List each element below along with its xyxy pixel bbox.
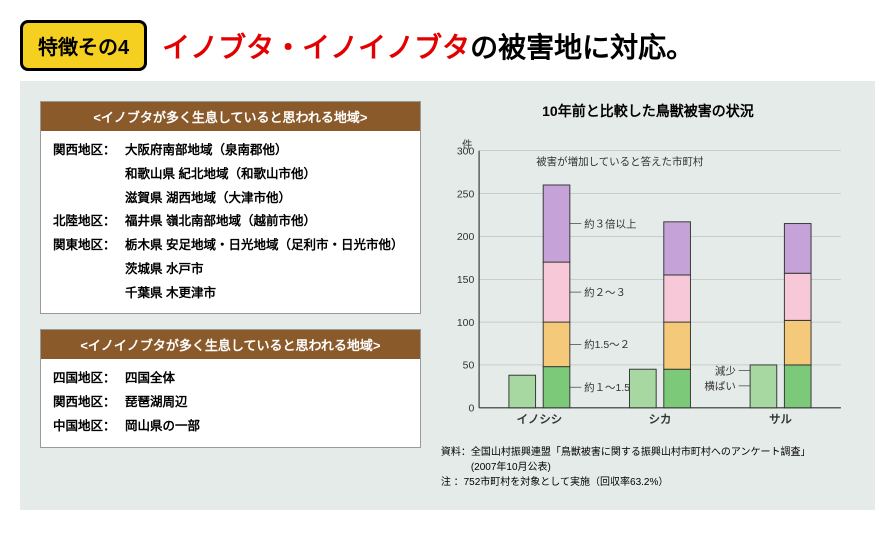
region-row: 茨城県 水戸市	[53, 258, 408, 282]
right-column: 10年前と比較した鳥獣被害の状況 050100150200250300件イノシシ…	[441, 101, 855, 490]
left-column: <イノブタが多く生息していると思われる地域> 関西地区：大阪府南部地域（泉南郡他…	[40, 101, 421, 490]
footnote-line-2: (2007年10月公表)	[441, 460, 855, 475]
region-text: 栃木県 安足地域・日光地域（足利市・日光市他）	[125, 234, 403, 258]
svg-text:イノシシ: イノシシ	[516, 413, 562, 426]
region-label: 中国地区：	[53, 415, 125, 439]
region-label: 関西地区：	[53, 391, 125, 415]
feature-badge: 特徴その4	[20, 20, 147, 71]
footnote-line-1: 資料：全国山村振興連盟「鳥獣被害に関する振興山村市町村へのアンケート調査」	[441, 445, 855, 460]
box1-body: 関西地区：大阪府南部地域（泉南郡他）和歌山県 紀北地域（和歌山市他）滋賀県 湖西…	[41, 131, 420, 313]
title-black: の被害地に対応。	[470, 32, 694, 63]
region-row: 千葉県 木更津市	[53, 282, 408, 306]
content-panel: <イノブタが多く生息していると思われる地域> 関西地区：大阪府南部地域（泉南郡他…	[20, 81, 875, 510]
title-red: イノブタ・イノイノブタ	[162, 32, 470, 63]
region-row: 関西地区：大阪府南部地域（泉南郡他）	[53, 139, 408, 163]
svg-text:150: 150	[457, 275, 475, 286]
svg-text:0: 0	[468, 404, 474, 415]
svg-text:約1.5～２: 約1.5～２	[584, 338, 630, 351]
region-text: 四国全体	[125, 367, 175, 391]
bar-chart: 050100150200250300件イノシシシカサル被害が増加していると答えた…	[441, 129, 855, 439]
svg-text:減少: 減少	[715, 364, 736, 377]
svg-text:250: 250	[457, 189, 475, 200]
region-text: 福井県 嶺北南部地域（越前市他）	[125, 210, 316, 234]
region-box-2: <イノイノブタが多く生息していると思われる地域> 四国地区：四国全体関西地区：琵…	[40, 329, 421, 447]
box2-header: <イノイノブタが多く生息していると思われる地域>	[41, 330, 420, 359]
svg-text:横ばい: 横ばい	[704, 380, 735, 393]
region-label: 関西地区：	[53, 139, 125, 163]
region-row: 四国地区：四国全体	[53, 367, 408, 391]
page-title: イノブタ・イノイノブタの被害地に対応。	[162, 26, 694, 66]
svg-text:約３倍以上: 約３倍以上	[584, 217, 636, 230]
svg-text:200: 200	[457, 232, 475, 243]
chart-footnote: 資料：全国山村振興連盟「鳥獣被害に関する振興山村市町村へのアンケート調査」 (2…	[441, 445, 855, 490]
region-label: 四国地区：	[53, 367, 125, 391]
region-label: 北陸地区：	[53, 210, 125, 234]
svg-text:被害が増加していると答えた市町村: 被害が増加していると答えた市町村	[536, 155, 704, 168]
region-row: 北陸地区：福井県 嶺北南部地域（越前市他）	[53, 210, 408, 234]
footnote-line-3: 注 ：752市町村を対象として実施（回収率63.2%）	[441, 475, 855, 490]
region-row: 関東地区：栃木県 安足地域・日光地域（足利市・日光市他）	[53, 234, 408, 258]
region-row: 関西地区：琵琶湖周辺	[53, 391, 408, 415]
region-text: 琵琶湖周辺	[125, 391, 188, 415]
chart-title: 10年前と比較した鳥獣被害の状況	[441, 101, 855, 121]
region-text: 大阪府南部地域（泉南郡他）	[125, 139, 288, 163]
region-row: 滋賀県 湖西地域（大津市他）	[53, 187, 408, 211]
region-row: 和歌山県 紀北地域（和歌山市他）	[53, 163, 408, 187]
region-row: 中国地区：岡山県の一部	[53, 415, 408, 439]
region-label: 関東地区：	[53, 234, 125, 258]
header: 特徴その4 イノブタ・イノイノブタの被害地に対応。	[0, 0, 895, 81]
svg-text:件: 件	[462, 139, 472, 151]
svg-text:約１～1.5: 約１～1.5	[584, 381, 630, 394]
svg-text:サル: サル	[769, 413, 792, 426]
svg-text:50: 50	[463, 361, 475, 372]
region-text: 岡山県の一部	[125, 415, 200, 439]
svg-text:シカ: シカ	[648, 413, 671, 426]
region-box-1: <イノブタが多く生息していると思われる地域> 関西地区：大阪府南部地域（泉南郡他…	[40, 101, 421, 314]
svg-text:約２～３: 約２～３	[584, 286, 626, 299]
box2-body: 四国地区：四国全体関西地区：琵琶湖周辺中国地区：岡山県の一部	[41, 359, 420, 446]
svg-text:100: 100	[457, 318, 475, 329]
box1-header: <イノブタが多く生息していると思われる地域>	[41, 102, 420, 131]
